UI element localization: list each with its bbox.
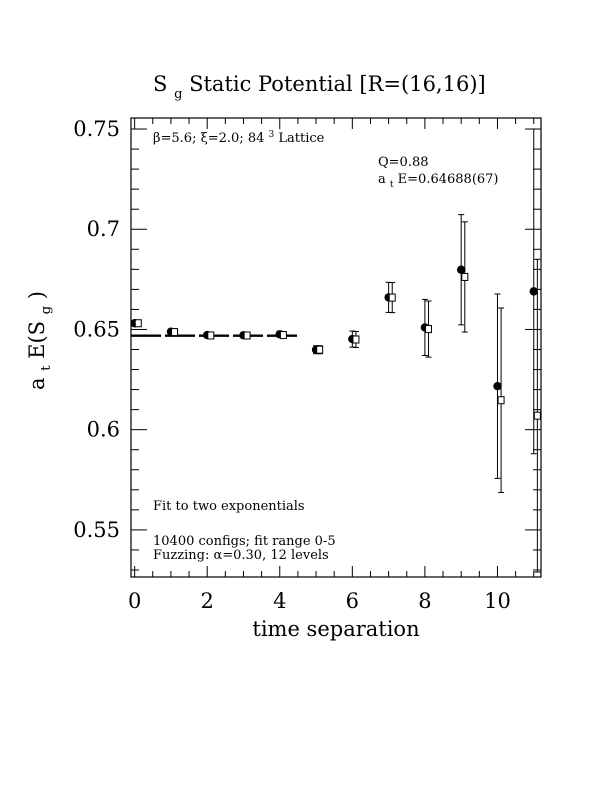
- y-axis-label: a t E(S g ): [25, 291, 55, 390]
- series-open-squares: [134, 221, 541, 573]
- y-tick-label: 0.7: [87, 217, 120, 241]
- fit-energy-t: t: [390, 180, 394, 190]
- lattice-annotation-exp: 3: [269, 130, 275, 140]
- y-tick-label: 0.6: [87, 418, 120, 442]
- y-tick-label: 0.55: [73, 518, 120, 542]
- y-tick-label: 0.65: [73, 317, 120, 341]
- x-ticks: 0 2 4 6 8 10: [128, 118, 535, 613]
- data-point-square: [388, 293, 396, 302]
- data-point-square: [134, 319, 142, 328]
- data-point-square: [533, 411, 541, 420]
- data-point-circle: [529, 287, 538, 296]
- x-tick-label: 0: [128, 589, 141, 613]
- x-tick-label: 8: [418, 589, 431, 613]
- y-axis-label-t: t: [39, 365, 54, 371]
- chart-title: S g Static Potential [R=(16,16)]: [153, 72, 486, 103]
- lattice-annotation-main: β=5.6; ξ=2.0; 84: [153, 131, 264, 146]
- data-point-square: [461, 272, 469, 281]
- data-point-circle: [456, 265, 466, 274]
- data-point-square: [243, 331, 251, 340]
- x-tick-label: 6: [346, 589, 359, 613]
- data-point-square: [279, 331, 287, 340]
- x-axis-label: time separation: [252, 617, 419, 641]
- data-point-square: [207, 331, 215, 340]
- y-tick-label: 0.75: [73, 117, 120, 141]
- chart-title-main: S: [153, 72, 167, 96]
- data-point-circle: [493, 381, 502, 391]
- x-tick-label: 10: [484, 589, 511, 613]
- fit-energy-a: a: [378, 172, 386, 187]
- fit-energy-annotation: a t E=0.64688(67): [378, 172, 499, 191]
- lattice-annotation: β=5.6; ξ=2.0; 84 3 Lattice: [153, 126, 325, 146]
- x-tick-label: 2: [201, 589, 214, 613]
- fit-type-annotation: Fit to two exponentials: [153, 499, 305, 514]
- data-point-square: [425, 325, 433, 334]
- plot-frame: [130, 117, 542, 578]
- series-group: [130, 128, 541, 573]
- data-point-square: [171, 328, 179, 337]
- chart-title-rest: Static Potential [R=(16,16)]: [189, 72, 486, 96]
- y-axis-label-g: g: [39, 306, 54, 314]
- y-axis-label-close: ): [25, 291, 49, 299]
- y-axis-label-a: a: [25, 377, 49, 390]
- q-value-annotation: Q=0.88: [378, 155, 429, 170]
- chart-title-sub: g: [174, 87, 182, 102]
- lattice-annotation-rest: Lattice: [278, 131, 324, 146]
- data-point-square: [316, 345, 324, 354]
- fit-energy-rest: E=0.64688(67): [398, 172, 499, 187]
- x-tick-label: 4: [273, 589, 286, 613]
- fuzzing-annotation: Fuzzing: α=0.30, 12 levels: [153, 548, 329, 563]
- y-axis-label-e: E(S: [25, 321, 49, 359]
- data-point-square: [352, 335, 360, 344]
- configs-annotation: 10400 configs; fit range 0-5: [153, 534, 336, 549]
- axes: 0 2 4 6 8 10 0.55 0.6 0.65 0.7 0.75: [73, 117, 542, 613]
- data-point-square: [497, 396, 505, 405]
- y-ticks: 0.55 0.6 0.65 0.7 0.75: [73, 117, 541, 571]
